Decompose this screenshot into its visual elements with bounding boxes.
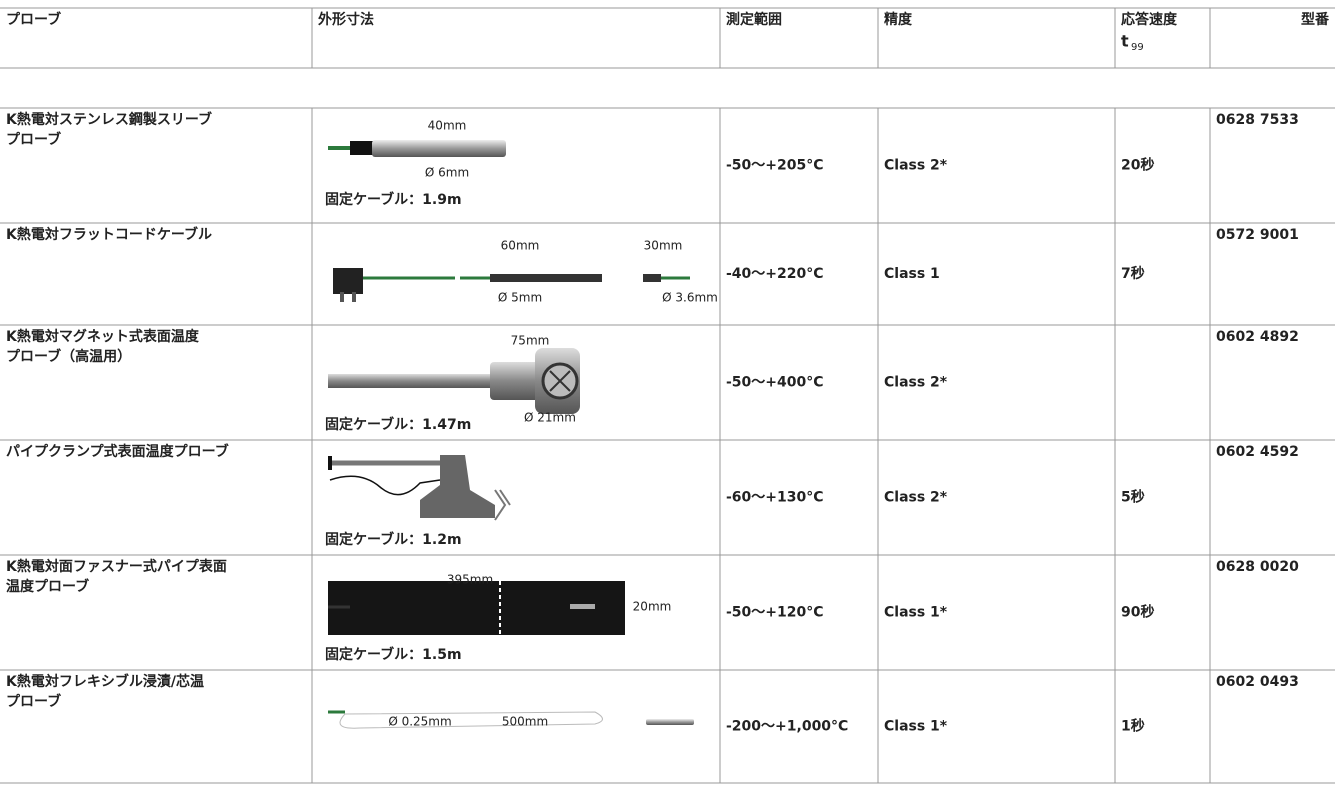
accuracy: Class 1 xyxy=(884,266,940,282)
probe-name: パイプクランプ式表面温度プローブ xyxy=(6,443,229,460)
dimension-label: Ø 21mm xyxy=(524,411,576,425)
dimension-label: Ø 0.25mm xyxy=(388,715,451,729)
dimension-label: Ø 3.6mm xyxy=(662,291,718,305)
probe-name: K熱電対マグネット式表面温度 xyxy=(6,328,200,345)
model-number: 0602 0493 xyxy=(1216,674,1299,690)
probe-name: プローブ（高温用） xyxy=(6,348,131,365)
probe-name: K熱電対フレキシブル浸漬/芯温 xyxy=(6,673,204,690)
dimension-label: 395mm xyxy=(447,573,493,587)
accuracy: Class 2* xyxy=(884,158,948,174)
dimension-label: 30mm xyxy=(644,239,683,253)
probe-illustrations xyxy=(328,140,694,729)
range: -50～+205°C xyxy=(726,158,824,174)
response-time: 5秒 xyxy=(1121,489,1145,506)
header-cell: 型番 xyxy=(1301,11,1330,28)
accuracy: Class 1* xyxy=(884,605,948,621)
range: -50～+120°C xyxy=(726,605,824,621)
accuracy: Class 2* xyxy=(884,375,948,391)
probe-name: K熱電対ステンレス鋼製スリーブ xyxy=(6,111,212,128)
dimension-label: 40mm xyxy=(428,119,467,133)
header-cell: 外形寸法 xyxy=(318,11,374,28)
response-time: 7秒 xyxy=(1121,265,1145,282)
dimension-label: Ø 5mm xyxy=(498,291,542,305)
accuracy: Class 1* xyxy=(884,719,948,735)
model-number: 0572 9001 xyxy=(1216,227,1299,243)
cable-length: 固定ケーブル：1.47m xyxy=(325,416,471,433)
header-cell: 応答速度 xyxy=(1121,11,1178,28)
response-time: 90秒 xyxy=(1121,604,1154,621)
dimension-label: 75mm xyxy=(511,334,550,348)
header-subscript: 99 xyxy=(1131,42,1144,53)
cable-length: 固定ケーブル：1.2m xyxy=(325,531,462,548)
header-cell: プローブ xyxy=(6,11,61,28)
probe-name: K熱電対面ファスナー式パイプ表面 xyxy=(6,558,227,575)
probe-name: K熱電対フラットコードケーブル xyxy=(6,226,212,243)
model-number: 0628 0020 xyxy=(1216,559,1299,575)
dimension-label: 60mm xyxy=(501,239,540,253)
response-time: 1秒 xyxy=(1121,718,1145,735)
range: -50～+400°C xyxy=(726,375,824,391)
accuracy: Class 2* xyxy=(884,490,948,506)
dimension-label: Ø 6mm xyxy=(425,166,469,180)
model-number: 0628 7533 xyxy=(1216,112,1299,128)
header-symbol: t xyxy=(1121,32,1129,51)
dimension-label: 500mm xyxy=(502,715,548,729)
response-time: 20秒 xyxy=(1121,157,1154,174)
dimension-label: 20mm xyxy=(633,600,672,614)
probe-name: 温度プローブ xyxy=(6,578,89,595)
model-number: 0602 4892 xyxy=(1216,329,1299,345)
header-cell: 測定範囲 xyxy=(726,11,782,28)
range: -60～+130°C xyxy=(726,490,824,506)
cable-length: 固定ケーブル：1.5m xyxy=(325,646,462,663)
probe-name: プローブ xyxy=(6,131,61,148)
header-cell: 精度 xyxy=(884,11,913,28)
range: -200～+1,000°C xyxy=(726,719,848,735)
cable-length: 固定ケーブル：1.9m xyxy=(325,191,462,208)
probe-name: プローブ xyxy=(6,693,61,710)
range: -40～+220°C xyxy=(726,266,824,282)
model-number: 0602 4592 xyxy=(1216,444,1299,460)
